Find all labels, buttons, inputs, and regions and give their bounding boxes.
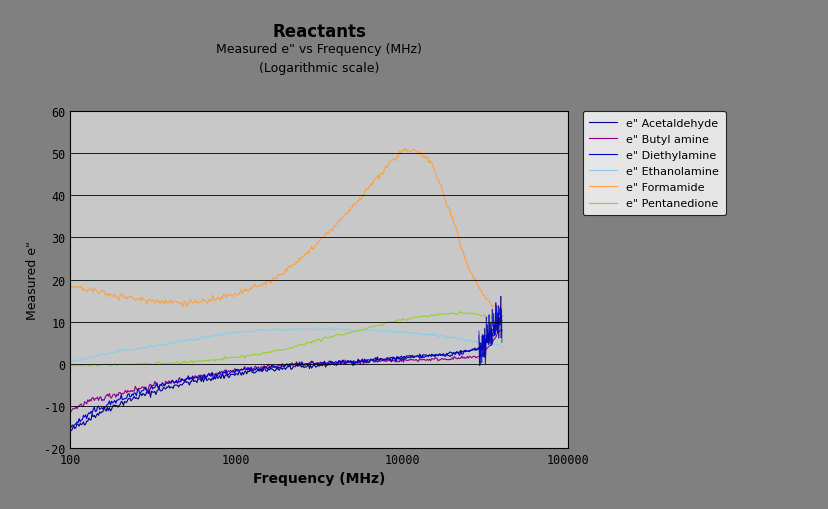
e" Formamide xyxy=(65,282,75,288)
e" Acetaldehyde xyxy=(378,357,388,363)
e" Butyl amine xyxy=(378,358,388,364)
e" Diethylamine xyxy=(118,397,128,403)
e" Pentanedione xyxy=(68,363,78,370)
Line: e" Diethylamine: e" Diethylamine xyxy=(70,317,501,427)
Y-axis label: Measured e": Measured e" xyxy=(26,241,39,319)
e" Butyl amine xyxy=(377,357,387,363)
e" Butyl amine xyxy=(236,366,246,372)
e" Acetaldehyde xyxy=(496,318,506,324)
e" Ethanolamine xyxy=(325,326,335,332)
e" Diethylamine xyxy=(338,359,348,365)
e" Acetaldehyde xyxy=(380,356,390,362)
e" Formamide xyxy=(479,293,489,299)
e" Pentanedione xyxy=(330,332,340,338)
e" Diethylamine xyxy=(237,367,247,373)
Line: e" Formamide: e" Formamide xyxy=(70,149,501,309)
e" Acetaldehyde xyxy=(338,357,348,363)
e" Ethanolamine xyxy=(324,326,334,332)
e" Acetaldehyde xyxy=(65,427,75,433)
e" Formamide xyxy=(493,306,503,312)
e" Formamide xyxy=(264,279,274,285)
X-axis label: Frequency (MHz): Frequency (MHz) xyxy=(253,471,385,485)
e" Pentanedione xyxy=(459,310,469,317)
e" Acetaldehyde xyxy=(207,375,217,381)
e" Pentanedione xyxy=(496,318,506,324)
e" Butyl amine xyxy=(65,410,75,416)
e" Diethylamine xyxy=(378,357,388,363)
e" Pentanedione xyxy=(430,312,440,318)
e" Butyl amine xyxy=(336,359,346,365)
e" Pentanedione xyxy=(455,309,465,315)
e" Formamide xyxy=(320,232,330,238)
e" Ethanolamine xyxy=(65,359,75,365)
Text: Measured e" vs Frequency (MHz): Measured e" vs Frequency (MHz) xyxy=(216,43,421,56)
e" Acetaldehyde xyxy=(237,370,247,376)
e" Formamide xyxy=(496,306,506,312)
e" Ethanolamine xyxy=(431,333,441,339)
e" Butyl amine xyxy=(496,327,506,333)
Text: (Logarithmic scale): (Logarithmic scale) xyxy=(258,62,379,75)
e" Formamide xyxy=(295,257,305,263)
e" Ethanolamine xyxy=(67,359,77,365)
e" Diethylamine xyxy=(380,357,390,363)
e" Pentanedione xyxy=(322,335,332,341)
e" Ethanolamine xyxy=(312,325,322,331)
e" Pentanedione xyxy=(65,363,75,370)
e" Pentanedione xyxy=(67,362,77,368)
Line: e" Pentanedione: e" Pentanedione xyxy=(70,312,501,366)
e" Pentanedione xyxy=(324,335,334,341)
e" Diethylamine xyxy=(66,424,76,430)
e" Formamide xyxy=(400,146,410,152)
e" Diethylamine xyxy=(496,314,506,320)
Text: Reactants: Reactants xyxy=(272,23,366,41)
e" Acetaldehyde xyxy=(118,403,128,409)
e" Ethanolamine xyxy=(496,344,506,350)
e" Formamide xyxy=(491,305,501,312)
Line: e" Butyl amine: e" Butyl amine xyxy=(70,330,501,413)
Legend: e" Acetaldehyde, e" Butyl amine, e" Diethylamine, e" Ethanolamine, e" Formamide,: e" Acetaldehyde, e" Butyl amine, e" Diet… xyxy=(582,112,724,216)
e" Diethylamine xyxy=(207,370,217,376)
Line: e" Acetaldehyde: e" Acetaldehyde xyxy=(70,321,501,431)
e" Formamide xyxy=(181,299,190,305)
Line: e" Ethanolamine: e" Ethanolamine xyxy=(70,328,501,362)
e" Ethanolamine xyxy=(68,358,78,364)
e" Ethanolamine xyxy=(332,327,342,333)
e" Butyl amine xyxy=(206,371,216,377)
e" Diethylamine xyxy=(65,422,75,428)
e" Acetaldehyde xyxy=(66,428,76,434)
e" Butyl amine xyxy=(118,390,128,397)
e" Ethanolamine xyxy=(459,337,469,343)
